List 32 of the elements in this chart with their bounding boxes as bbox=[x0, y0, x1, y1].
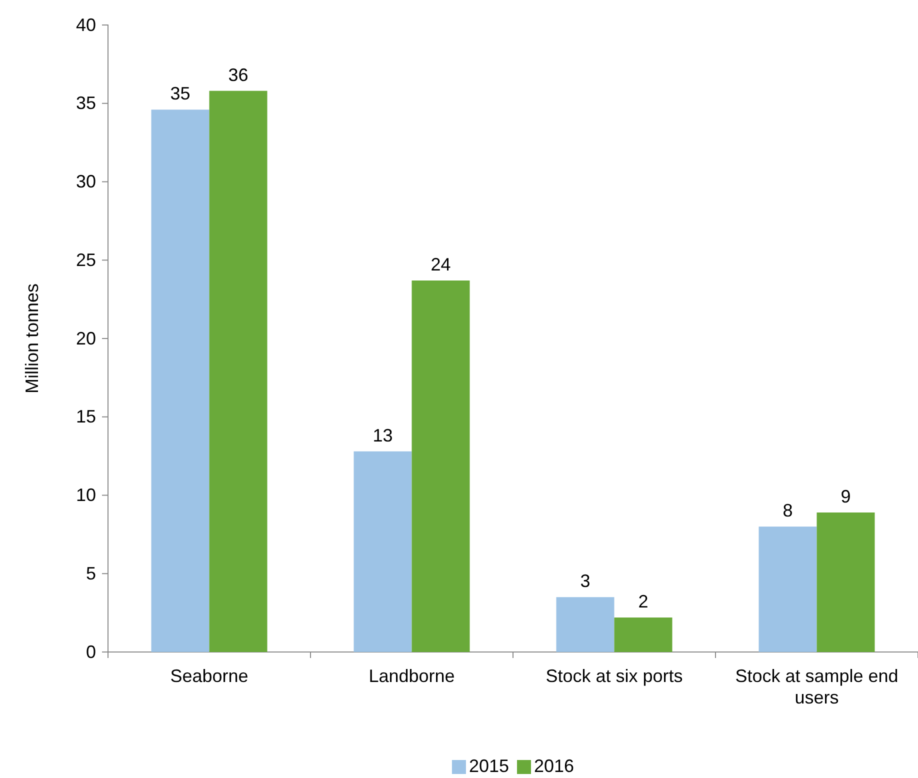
y-tick-label: 35 bbox=[76, 93, 96, 114]
data-label: 2 bbox=[638, 592, 648, 612]
y-tick-label: 0 bbox=[86, 642, 96, 662]
bar bbox=[556, 597, 614, 652]
x-tick-label: Seaborne bbox=[170, 666, 248, 686]
y-tick-label: 5 bbox=[86, 563, 96, 584]
data-label: 9 bbox=[840, 486, 851, 506]
y-tick-label: 20 bbox=[76, 328, 96, 348]
data-label: 36 bbox=[228, 64, 248, 85]
y-tick-label: 10 bbox=[76, 485, 96, 506]
data-label: 8 bbox=[782, 500, 793, 521]
data-label: 13 bbox=[372, 425, 393, 446]
bar bbox=[209, 90, 268, 652]
data-label: 35 bbox=[170, 84, 190, 104]
x-tick-label: Stock at six ports bbox=[546, 666, 683, 686]
legend-label: 2016 bbox=[534, 756, 574, 776]
legend-label: 2015 bbox=[468, 756, 509, 776]
x-tick-label: Landborne bbox=[368, 666, 455, 686]
x-tick-label: Stock at sample end users bbox=[735, 666, 898, 708]
data-label: 3 bbox=[580, 571, 590, 592]
bar bbox=[614, 618, 672, 652]
y-tick-label: 15 bbox=[76, 406, 96, 427]
bar bbox=[758, 526, 817, 652]
bar bbox=[412, 280, 470, 652]
y-tick-label: 40 bbox=[76, 14, 96, 35]
bar bbox=[816, 512, 875, 652]
y-axis-title: Million tonnes bbox=[22, 283, 42, 394]
bar bbox=[151, 110, 210, 652]
y-tick-label: 30 bbox=[76, 172, 96, 192]
y-tick-label: 25 bbox=[76, 250, 96, 270]
data-label: 24 bbox=[430, 254, 451, 275]
bar bbox=[354, 451, 412, 652]
